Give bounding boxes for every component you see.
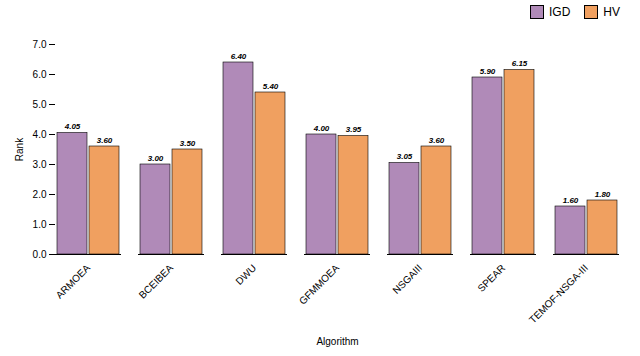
svg-text:3.00: 3.00 xyxy=(148,154,164,163)
svg-text:3.95: 3.95 xyxy=(346,125,362,134)
svg-text:SPEAR: SPEAR xyxy=(475,262,507,294)
html-text:IGD: IGD xyxy=(549,5,571,19)
svg-text:1.0: 1.0 xyxy=(33,219,47,230)
svg-text:DWU: DWU xyxy=(234,262,259,287)
svg-text:7.0: 7.0 xyxy=(33,39,47,50)
svg-text:GFMMOEA: GFMMOEA xyxy=(297,262,342,307)
svg-text:3.0: 3.0 xyxy=(33,159,47,170)
svg-text:1.80: 1.80 xyxy=(595,190,611,199)
svg-text:NSGAIII: NSGAIII xyxy=(390,262,424,296)
svg-text:3.05: 3.05 xyxy=(397,152,413,161)
svg-text:0.0: 0.0 xyxy=(33,249,47,260)
svg-text:Algorithm: Algorithm xyxy=(316,336,358,347)
svg-text:3.50: 3.50 xyxy=(180,139,196,148)
svg-text:2.0: 2.0 xyxy=(33,189,47,200)
svg-text:4.0: 4.0 xyxy=(33,129,47,140)
svg-text:5.40: 5.40 xyxy=(263,82,279,91)
svg-text:5.90: 5.90 xyxy=(480,67,496,76)
svg-text:Rank: Rank xyxy=(14,137,25,161)
html-text:HV: HV xyxy=(603,5,620,19)
svg-text:BCEIBEA: BCEIBEA xyxy=(137,262,176,301)
svg-text:1.60: 1.60 xyxy=(563,196,579,205)
svg-text:TEMOF-NSGA-III: TEMOF-NSGA-III xyxy=(527,262,590,325)
svg-text:ARMOEA: ARMOEA xyxy=(54,262,93,301)
svg-text:3.60: 3.60 xyxy=(429,136,445,145)
svg-text:5.0: 5.0 xyxy=(33,99,47,110)
svg-text:3.60: 3.60 xyxy=(97,136,113,145)
svg-text:6.40: 6.40 xyxy=(231,52,247,61)
svg-text:4.00: 4.00 xyxy=(313,124,330,133)
svg-text:6.15: 6.15 xyxy=(512,59,528,68)
svg-text:6.0: 6.0 xyxy=(33,69,47,80)
svg-text:4.05: 4.05 xyxy=(64,122,81,131)
